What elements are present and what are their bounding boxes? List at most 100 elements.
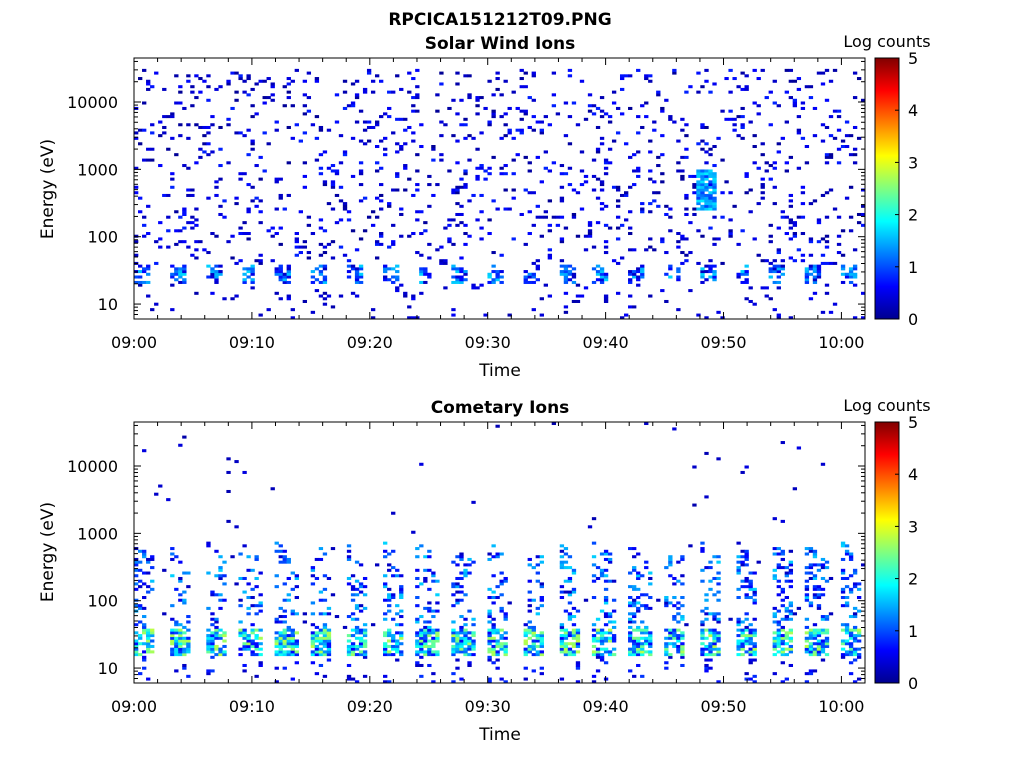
heatmap-cell: [463, 623, 468, 627]
heatmap-cell: [459, 185, 464, 189]
heatmap-cell: [607, 636, 613, 640]
heatmap-cell: [250, 264, 255, 268]
heatmap-cell: [772, 672, 777, 676]
heatmap-cell: [720, 191, 725, 195]
heatmap-cell: [318, 547, 324, 551]
heatmap-cell: [274, 585, 279, 589]
heatmap-cell: [495, 552, 500, 556]
heatmap-cell: [503, 612, 508, 616]
heatmap-cell: [744, 628, 749, 632]
heatmap-cell: [495, 650, 500, 654]
heatmap-cell: [648, 653, 653, 657]
heatmap-cell: [840, 264, 846, 268]
heatmap-cell: [274, 291, 279, 295]
heatmap-cell: [278, 272, 283, 276]
heatmap-cell: [744, 172, 749, 176]
heatmap-cell: [463, 639, 468, 643]
heatmap-cell: [242, 647, 247, 651]
heatmap-cell: [427, 242, 432, 246]
heatmap-cell: [174, 642, 179, 646]
x-tick-label: 09:20: [347, 333, 393, 352]
heatmap-cell: [760, 286, 765, 290]
heatmap-cell: [395, 174, 400, 178]
heatmap-cell: [708, 259, 713, 263]
heatmap-cell: [860, 98, 866, 102]
heatmap-cell: [354, 275, 360, 279]
heatmap-cell: [784, 566, 789, 570]
heatmap-cell: [856, 653, 862, 657]
heatmap-cell: [322, 180, 328, 184]
heatmap-cell: [692, 191, 697, 195]
heatmap-cell: [178, 101, 183, 105]
heatmap-cell: [696, 229, 701, 233]
heatmap-cell: [451, 191, 456, 195]
heatmap-cell: [246, 582, 251, 586]
heatmap-cell: [162, 87, 167, 91]
heatmap-cell: [415, 153, 420, 157]
heatmap-cell: [399, 631, 404, 635]
heatmap-cell: [664, 604, 669, 608]
heatmap-cell: [844, 576, 850, 580]
heatmap-cell: [214, 636, 219, 640]
heatmap-cell: [387, 278, 392, 282]
heatmap-cell: [358, 275, 364, 279]
heatmap-cell: [250, 185, 255, 189]
heatmap-cell: [784, 642, 789, 646]
heatmap-cell: [840, 145, 846, 149]
heatmap-cell: [652, 128, 657, 132]
heatmap-cell: [523, 242, 528, 246]
heatmap-cell: [700, 169, 705, 173]
heatmap-cell: [322, 552, 328, 556]
heatmap-cell: [744, 634, 749, 638]
heatmap-cell: [154, 240, 159, 244]
heatmap-cell: [844, 625, 850, 629]
heatmap-cell: [804, 85, 810, 89]
heatmap-cell: [411, 530, 416, 534]
heatmap-cell: [150, 587, 155, 591]
heatmap-cell: [744, 636, 749, 640]
heatmap-cell: [696, 202, 701, 206]
heatmap-cell: [142, 267, 147, 271]
heatmap-cell: [668, 560, 673, 564]
heatmap-cell: [294, 574, 299, 578]
heatmap-cell: [463, 631, 468, 635]
heatmap-cell: [491, 278, 496, 282]
heatmap-cell: [832, 261, 838, 265]
heatmap-cell: [559, 596, 565, 600]
heatmap-cell: [138, 560, 143, 564]
heatmap-cell: [322, 302, 328, 306]
heatmap-cell: [487, 596, 492, 600]
heatmap-cell: [423, 280, 428, 284]
heatmap-cell: [318, 557, 324, 561]
heatmap-cell: [206, 571, 211, 575]
heatmap-cell: [322, 280, 328, 284]
heatmap-cell: [475, 174, 480, 178]
heatmap-cell: [242, 644, 247, 648]
heatmap-cell: [567, 166, 573, 170]
heatmap-cell: [467, 609, 472, 613]
heatmap-cell: [595, 196, 601, 200]
heatmap-cell: [784, 631, 789, 635]
heatmap-cell: [603, 240, 609, 244]
heatmap-cell: [391, 596, 396, 600]
heatmap-cell: [491, 112, 496, 116]
heatmap-cell: [226, 240, 231, 244]
heatmap-cell: [330, 240, 336, 244]
heatmap-cell: [740, 229, 745, 233]
heatmap-cell: [712, 634, 717, 638]
heatmap-cell: [463, 136, 468, 140]
heatmap-cell: [812, 623, 818, 627]
heatmap-cell: [278, 267, 283, 271]
heatmap-cell: [571, 215, 577, 219]
heatmap-cell: [286, 625, 291, 629]
heatmap-cell: [732, 77, 737, 81]
heatmap-cell: [334, 93, 340, 97]
heatmap-cell: [840, 587, 846, 591]
heatmap-cell: [752, 161, 757, 165]
heatmap-cell: [848, 153, 854, 157]
heatmap-cell: [170, 136, 175, 140]
heatmap-cell: [607, 612, 613, 616]
heatmap-cell: [760, 153, 765, 157]
heatmap-cell: [836, 147, 842, 151]
